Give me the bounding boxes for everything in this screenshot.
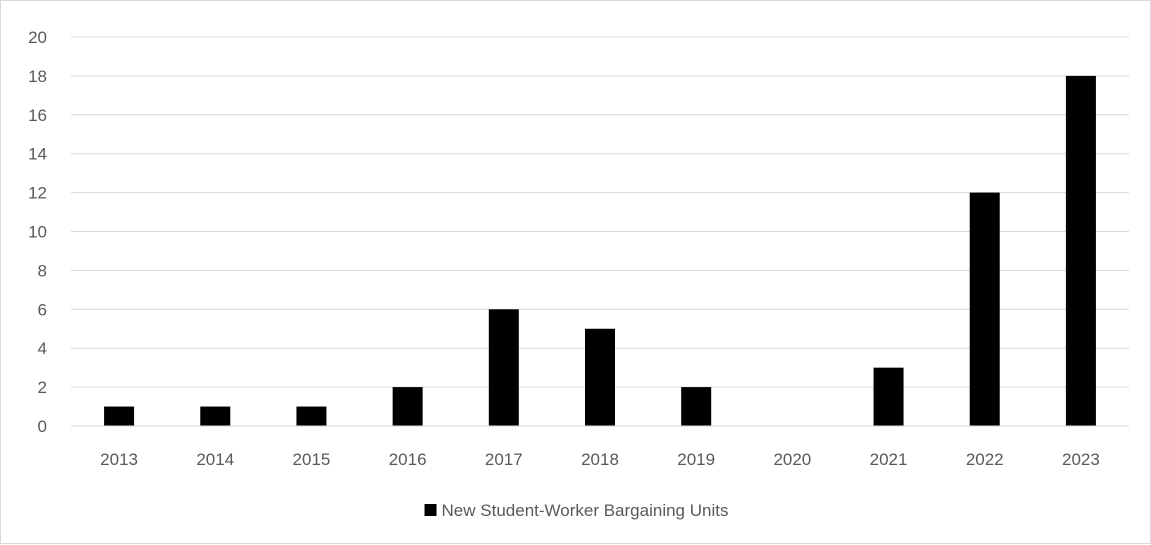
- x-tick-label-2020: 2020: [773, 450, 811, 469]
- bar-2018: [585, 328, 615, 426]
- x-tick-label-2015: 2015: [293, 450, 331, 469]
- x-tick-label-2016: 2016: [389, 450, 427, 469]
- bar-2016: [392, 387, 423, 426]
- y-tick-label-14: 14: [28, 145, 47, 164]
- legend-label: New Student-Worker Bargaining Units: [442, 501, 729, 520]
- y-tick-label-0: 0: [38, 417, 47, 436]
- y-tick-label-10: 10: [28, 223, 47, 242]
- bar-2021: [873, 367, 904, 426]
- y-tick-label-8: 8: [38, 261, 47, 280]
- legend: New Student-Worker Bargaining Units: [424, 501, 729, 520]
- x-tick-label-2018: 2018: [581, 450, 619, 469]
- x-tick-label-2017: 2017: [485, 450, 523, 469]
- x-tick-label-2013: 2013: [100, 450, 138, 469]
- legend-swatch: [424, 504, 437, 516]
- bar-2014: [200, 406, 231, 426]
- bar-2019: [681, 387, 712, 426]
- bar-2013: [104, 406, 135, 426]
- bar-2023: [1065, 75, 1096, 427]
- y-tick-label-4: 4: [38, 339, 47, 358]
- x-tick-label-2014: 2014: [196, 450, 234, 469]
- bar-2015: [296, 406, 327, 426]
- x-tick-label-2021: 2021: [870, 450, 908, 469]
- bar-2022: [969, 192, 1000, 426]
- axes: 0 2 4 6 8 10 12 14 16 18 20 2013 2014 2015 2016 2017 201…: [28, 28, 1129, 469]
- x-tick-label-2019: 2019: [677, 450, 715, 469]
- y-tick-label-2: 2: [38, 378, 47, 397]
- bars: [104, 75, 1096, 427]
- gridlines: [71, 36, 1129, 388]
- y-tick-label-6: 6: [38, 300, 47, 319]
- x-tick-label-2023: 2023: [1062, 450, 1100, 469]
- bar-2017: [488, 309, 519, 426]
- x-tick-label-2022: 2022: [966, 450, 1004, 469]
- y-tick-label-16: 16: [28, 106, 47, 125]
- y-tick-label-20: 20: [28, 28, 47, 47]
- y-tick-label-12: 12: [28, 184, 47, 203]
- y-tick-label-18: 18: [28, 67, 47, 86]
